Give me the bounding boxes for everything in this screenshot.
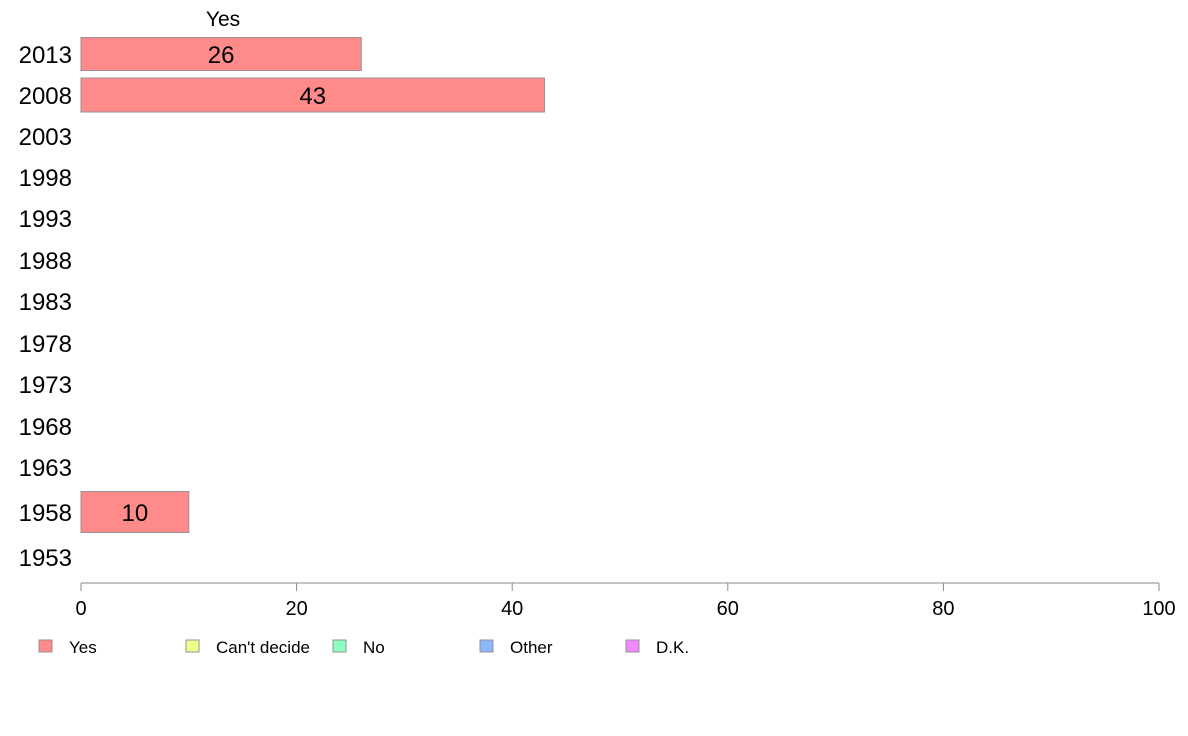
x-tick-label-100: 100 [1142,598,1175,620]
category-label-1973: 1973 [19,372,72,399]
x-tick-label-40: 40 [501,598,523,620]
category-label-1983: 1983 [19,289,72,316]
legend-label-other: Other [510,638,553,657]
legend-swatch-other [479,639,494,653]
category-label-2008: 2008 [19,83,72,110]
x-tick-label-80: 80 [932,598,954,620]
legend-label-yes: Yes [69,638,97,657]
category-label-1993: 1993 [19,206,72,233]
category-label-1998: 1998 [19,165,72,192]
bars [80,37,546,533]
legend-swatch-can-t-decide [185,639,200,653]
legend: Yes Can't decide No Other D.K. [38,638,689,657]
series-header-group: Yes [206,8,240,31]
category-label-1953: 1953 [19,545,72,572]
category-label-1968: 1968 [19,414,72,441]
category-label-1988: 1988 [19,248,72,275]
category-label-2003: 2003 [19,124,72,151]
x-tick-label-20: 20 [285,598,307,620]
category-label-1978: 1978 [19,331,72,358]
legend-label-can-t-decide: Can't decide [216,638,310,657]
category-label-1963: 1963 [19,455,72,482]
series-header-label: Yes [206,8,240,31]
x-axis: 0 20 40 60 80 100 [75,582,1176,620]
bar-value-labels: 26 43 10 [122,42,327,527]
bar-yes-1958 [80,491,190,533]
legend-label-no: No [363,638,385,657]
bar-value-label-2008: 43 [299,83,326,110]
category-label-1958: 1958 [19,500,72,527]
x-tick-label-60: 60 [717,598,739,620]
bar-yes-2013 [80,37,362,71]
bar-value-label-1958: 10 [122,500,149,527]
bar-yes-2008 [80,77,546,113]
legend-swatch-yes [38,639,53,653]
x-tick-label-0: 0 [75,598,86,620]
category-label-2013: 2013 [19,42,72,69]
category-labels: 2013 2008 2003 1998 1993 1988 1983 1978 1973 1968… [19,42,72,572]
legend-swatch-no [332,639,347,653]
legend-label-d-k: D.K. [656,638,689,657]
bar-value-label-2013: 26 [208,42,235,69]
legend-swatch-d-k [625,639,640,653]
